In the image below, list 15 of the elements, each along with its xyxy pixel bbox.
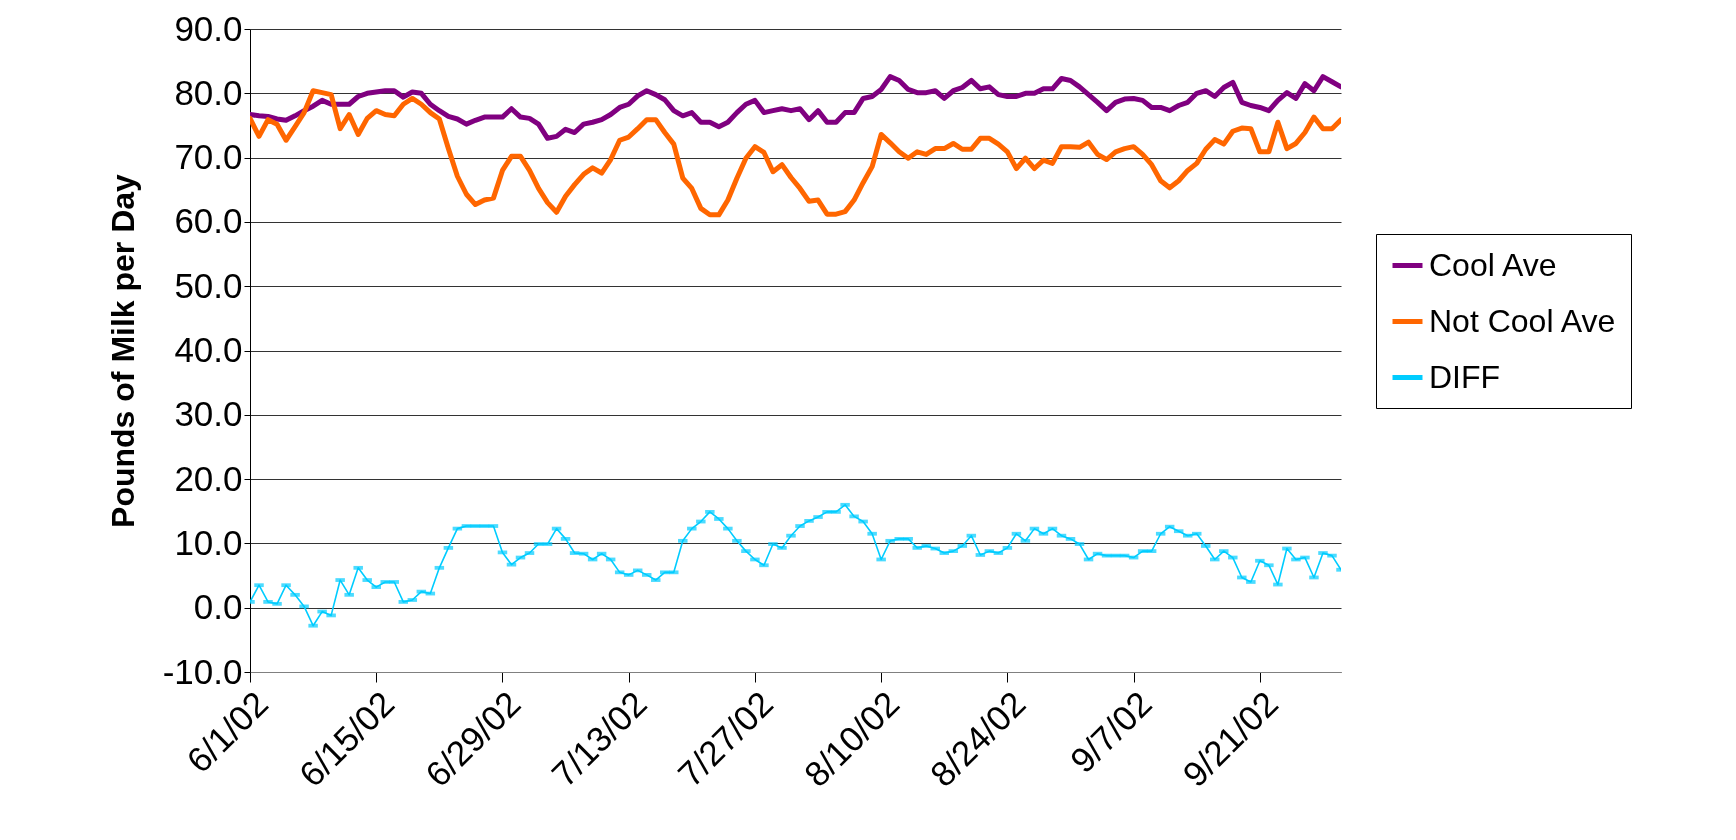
y-tick-label: 0.0 (193, 587, 243, 627)
y-tick-label: 40.0 (174, 330, 243, 369)
y-tick-label: 30.0 (174, 394, 243, 434)
y-tick-label: 20.0 (174, 458, 243, 498)
y-tick-label: 60.0 (174, 201, 243, 241)
y-tick-label: 80.0 (174, 72, 243, 112)
y-tick-label: 90.0 (174, 8, 243, 48)
y-tick-label: 50.0 (174, 265, 243, 305)
y-tick-label: 10.0 (174, 522, 243, 562)
y-tick-label: -10.0 (162, 651, 243, 691)
legend-label: DIFF (1429, 358, 1501, 395)
legend-label: Not Cool Ave (1429, 302, 1616, 339)
y-axis-title: Pounds of Milk per Day (104, 173, 141, 528)
legend-label: Cool Ave (1429, 246, 1557, 283)
y-tick-label: 70.0 (174, 137, 243, 177)
